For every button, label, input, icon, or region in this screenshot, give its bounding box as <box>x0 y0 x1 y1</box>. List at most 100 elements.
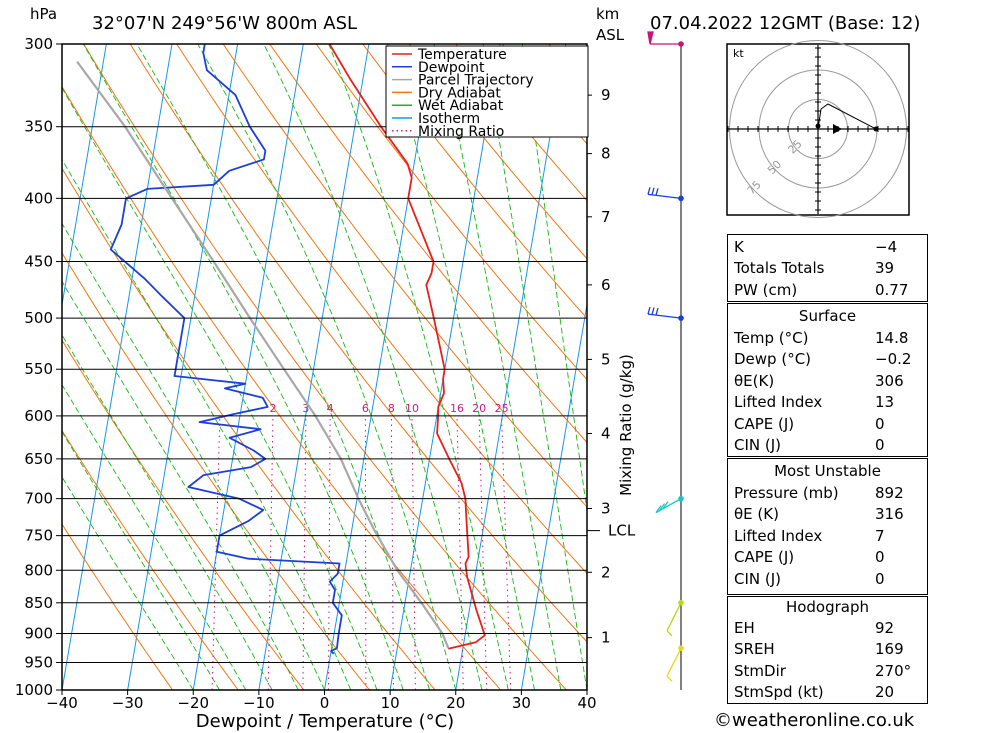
legend-entry: Wet Adiabat <box>418 98 504 114</box>
isobar-lines <box>62 126 587 663</box>
pw-value: 0.77 <box>875 280 909 299</box>
location-title: 32°07'N 249°56'W 800m ASL <box>92 13 357 34</box>
asl-unit-label: ASL <box>596 26 625 44</box>
surface-thetae-label: θE(K) <box>734 371 775 390</box>
x-axis-title: Dewpoint / Temperature (°C) <box>196 711 454 732</box>
temperature-axis: −40 −30 −20 −10 0 10 20 30 40 <box>46 690 597 712</box>
temperature-tick-label: 10 <box>381 694 400 712</box>
wind-barb-feather <box>651 187 655 196</box>
mixing-ratio-line <box>478 415 488 690</box>
pressure-tick-label: 700 <box>24 490 53 508</box>
dry-adiabat-line <box>222 44 587 508</box>
indices-box: K −4 Totals Totals 39 PW (cm) 0.77 <box>727 234 928 302</box>
wind-barb-shaft <box>666 602 682 632</box>
wind-barb-pennant <box>647 31 654 45</box>
wind-barb-feather <box>651 307 655 315</box>
lcl-label: LCL <box>608 522 636 540</box>
legend-box <box>385 45 589 138</box>
pressure-tick-label: 750 <box>24 527 53 545</box>
mixing-ratio-label: 2 <box>270 402 277 415</box>
temperature-tick-label: 30 <box>512 694 531 712</box>
k-index-value: −4 <box>875 237 898 256</box>
isotherm-line <box>62 44 107 308</box>
mixing-ratio-label: 25 <box>495 402 509 415</box>
pressure-tick-label: 350 <box>24 118 53 136</box>
mu-cape-value: 0 <box>875 548 885 567</box>
wind-barb-feather <box>655 188 659 196</box>
surface-temp-label: Temp (°C) <box>734 328 809 347</box>
parcel-trajectory-line <box>76 60 450 649</box>
wind-barb <box>666 602 682 637</box>
legend-entry: Temperature <box>417 47 507 63</box>
pressure-tick-label: 400 <box>24 189 53 207</box>
surface-title: Surface <box>798 307 857 325</box>
hodograph-end-marker <box>873 126 879 132</box>
dry-adiabat-line <box>408 44 587 260</box>
wind-barb-shaft <box>647 193 682 200</box>
dry-adiabat-line <box>362 44 587 320</box>
wind-barb <box>666 647 682 682</box>
mixing-ratio-label: 20 <box>472 402 486 415</box>
temperature-tick-label: −40 <box>46 694 78 712</box>
dry-adiabat-line <box>129 44 587 643</box>
hpa-unit-label: hPa <box>30 5 57 23</box>
temperature-tick-label: 0 <box>320 694 330 712</box>
surface-cin-label: CIN (J) <box>734 436 782 455</box>
mixing-ratio-line <box>328 415 331 690</box>
hodograph-unit-label: kt <box>733 47 744 60</box>
temperature-tick-label: −20 <box>177 694 209 712</box>
surface-cape-value: 0 <box>875 414 885 433</box>
wind-barb-feather <box>655 307 659 316</box>
km-tick-label: 6 <box>601 276 611 294</box>
mixing-ratio-label: 10 <box>405 402 419 415</box>
mixing-ratio-label: 4 <box>327 402 334 415</box>
legend-entry: Dewpoint <box>418 60 485 76</box>
temperature-line <box>328 44 486 650</box>
wind-barb-shaft <box>647 313 682 319</box>
datetime-title: 07.04.2022 12GMT (Base: 12) <box>650 13 920 34</box>
pressure-tick-label: 500 <box>24 309 53 327</box>
wind-barb-shaft <box>666 647 682 677</box>
stmdir-label: StmDir <box>734 661 786 680</box>
site-credit[interactable]: ©weatheronline.co.uk <box>714 710 915 731</box>
km-tick-label: 1 <box>601 629 611 647</box>
sreh-label: SREH <box>734 640 775 659</box>
k-index-label: K <box>734 237 744 256</box>
dewpoint-line <box>109 44 343 655</box>
surface-cin-value: 0 <box>875 436 885 455</box>
pressure-tick-label: 650 <box>24 450 53 468</box>
isotherm-line <box>127 44 239 690</box>
dry-adiabat-line <box>315 44 587 381</box>
km-tick-label: 9 <box>601 86 611 104</box>
hodograph-start-marker <box>815 123 821 129</box>
surface-li-value: 13 <box>875 393 895 412</box>
plot-frame <box>61 43 588 691</box>
mu-thetae-label: θE (K) <box>734 505 779 524</box>
surface-temp-value: 14.8 <box>875 328 909 347</box>
most-unstable-title: Most Unstable <box>774 462 881 480</box>
surface-dewp-label: Dewp (°C) <box>734 350 812 369</box>
pressure-tick-label: 1000 <box>15 681 53 699</box>
legend-entry: Mixing Ratio <box>418 124 504 140</box>
surface-li-label: Lifted Index <box>734 393 823 412</box>
pressure-tick-label: 550 <box>24 360 53 378</box>
wind-barb-feather <box>658 503 666 512</box>
temperature-tick-label: 40 <box>577 694 596 712</box>
wind-barb-feather <box>647 187 651 195</box>
totals-totals-value: 39 <box>875 259 895 278</box>
isotherm-line <box>258 44 370 690</box>
surface-thetae-value: 306 <box>875 371 904 390</box>
most-unstable-box: Most Unstable Pressure (mb) 892 θE (K) 316… <box>727 458 928 595</box>
legend-entry: Parcel Trajectory <box>418 73 534 89</box>
wind-barb <box>647 306 682 319</box>
mixing-ratio-label: 8 <box>388 402 395 415</box>
legend-entry: Isotherm <box>418 111 480 127</box>
wet-adiabat-line <box>62 334 273 690</box>
eh-value: 92 <box>875 618 895 637</box>
mu-thetae-value: 316 <box>875 505 904 524</box>
pressure-tick-label: 800 <box>24 561 53 579</box>
mixing-ratio-line <box>501 415 512 690</box>
hodograph-trace <box>817 103 877 130</box>
